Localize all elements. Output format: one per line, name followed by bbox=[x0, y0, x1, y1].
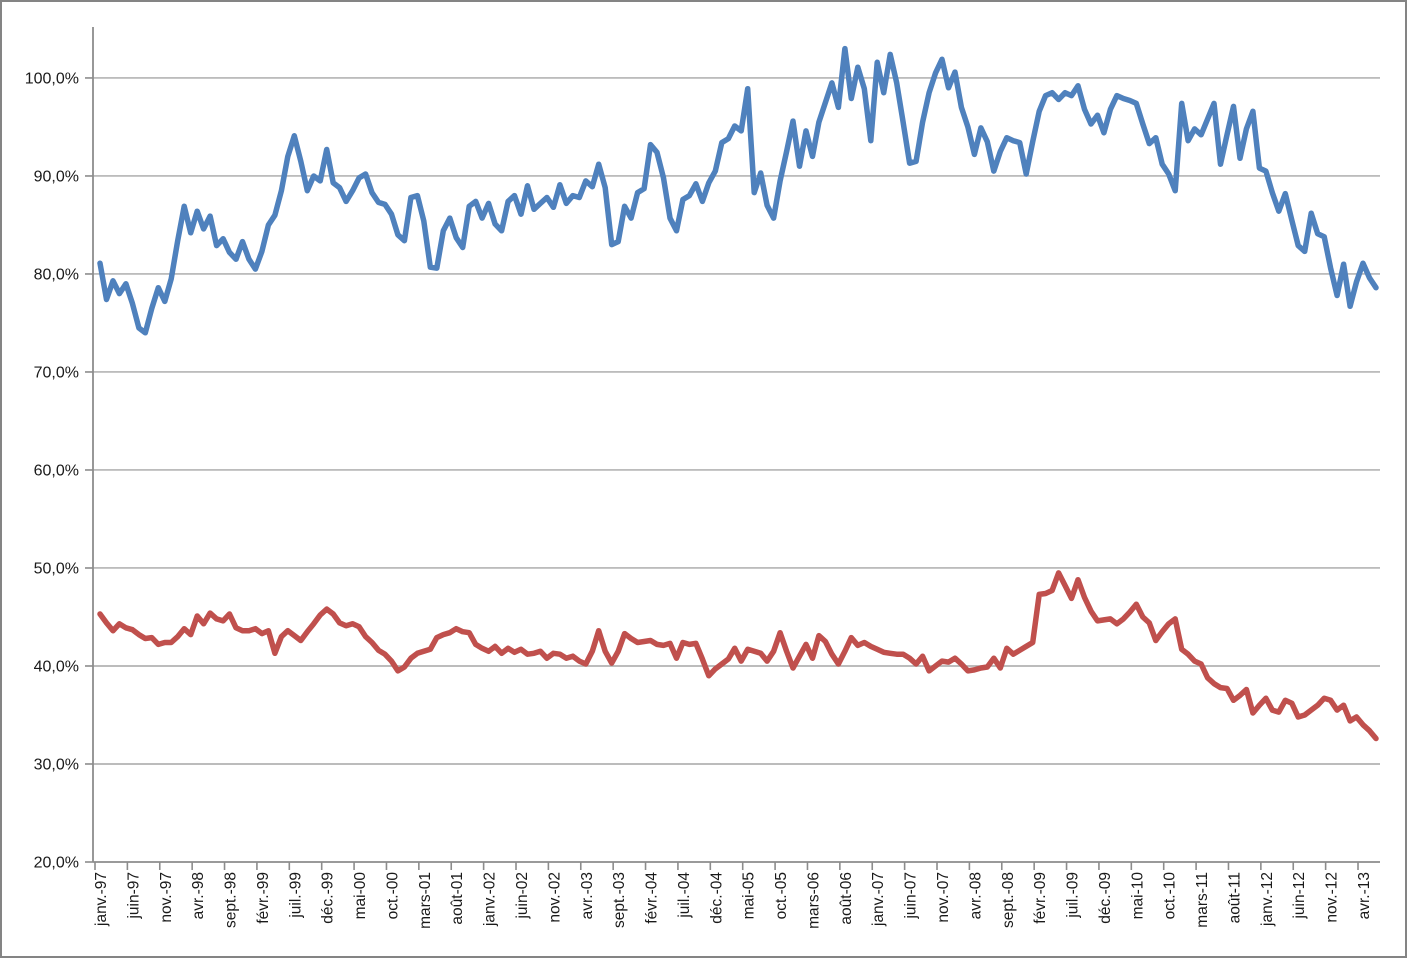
x-tick-label: févr.-99 bbox=[255, 872, 272, 924]
y-tick-label: 90,0% bbox=[34, 168, 79, 185]
x-tick-label: mai-10 bbox=[1129, 872, 1146, 920]
y-tick-label: 60,0% bbox=[34, 462, 79, 479]
x-tick-label: mai-00 bbox=[352, 872, 369, 920]
x-tick-label: juin-07 bbox=[903, 872, 920, 920]
x-tick-label: janv.-02 bbox=[482, 872, 499, 927]
x-tick-label: sept.-03 bbox=[611, 872, 628, 928]
x-tick-label: nov.-02 bbox=[546, 872, 563, 923]
x-tick-label: déc.-99 bbox=[320, 872, 337, 924]
x-tick-label: févr.-04 bbox=[644, 872, 661, 924]
y-tick-label: 100,0% bbox=[25, 70, 79, 87]
x-tick-label: juin-12 bbox=[1291, 872, 1308, 920]
x-tick-label: janv.-97 bbox=[93, 872, 110, 927]
x-tick-label: août-01 bbox=[449, 872, 466, 925]
x-tick-label: févr.-09 bbox=[1032, 872, 1049, 924]
y-tick-label: 30,0% bbox=[34, 756, 79, 773]
x-tick-label: avr.-13 bbox=[1356, 872, 1373, 919]
x-tick-label: mars-11 bbox=[1194, 872, 1211, 928]
y-tick-label: 70,0% bbox=[34, 364, 79, 381]
x-tick-label: août-11 bbox=[1226, 872, 1243, 923]
x-tick-label: avr.-98 bbox=[190, 872, 207, 919]
x-tick-label: août-06 bbox=[838, 872, 855, 925]
x-tick-label: avr.-03 bbox=[579, 872, 596, 919]
x-tick-label: sept.-08 bbox=[1000, 872, 1017, 928]
x-tick-label: avr.-08 bbox=[967, 872, 984, 919]
y-tick-label: 20,0% bbox=[34, 855, 79, 872]
x-tick-label: sept.-98 bbox=[223, 872, 240, 928]
x-tick-label: mai-05 bbox=[741, 872, 758, 919]
x-tick-label: juin-02 bbox=[514, 872, 531, 920]
x-tick-label: déc.-04 bbox=[708, 872, 725, 924]
x-tick-label: janv.-07 bbox=[870, 872, 887, 927]
x-tick-label: oct.-10 bbox=[1162, 872, 1179, 920]
x-tick-label: juin-97 bbox=[125, 872, 142, 920]
y-tick-label: 40,0% bbox=[34, 658, 79, 675]
x-tick-label: nov.-12 bbox=[1324, 872, 1341, 923]
blue_series-line bbox=[97, 45, 1379, 336]
y-tick-label: 80,0% bbox=[34, 266, 79, 283]
x-tick-label: mars-06 bbox=[805, 872, 822, 929]
x-tick-label: oct.-05 bbox=[773, 872, 790, 919]
x-tick-label: juil.-04 bbox=[676, 872, 693, 919]
x-tick-label: juil.-99 bbox=[287, 872, 304, 919]
x-tick-label: mars-01 bbox=[417, 872, 434, 929]
x-tick-label: juil.-09 bbox=[1065, 872, 1082, 919]
x-tick-label: oct.-00 bbox=[384, 872, 401, 920]
x-tick-label: janv.-12 bbox=[1259, 872, 1276, 927]
x-tick-label: nov.-97 bbox=[158, 872, 175, 923]
x-tick-label: nov.-07 bbox=[935, 872, 952, 923]
red_series-line bbox=[97, 570, 1379, 742]
y-tick-label: 50,0% bbox=[34, 560, 79, 577]
x-tick-label: déc.-09 bbox=[1097, 872, 1114, 924]
